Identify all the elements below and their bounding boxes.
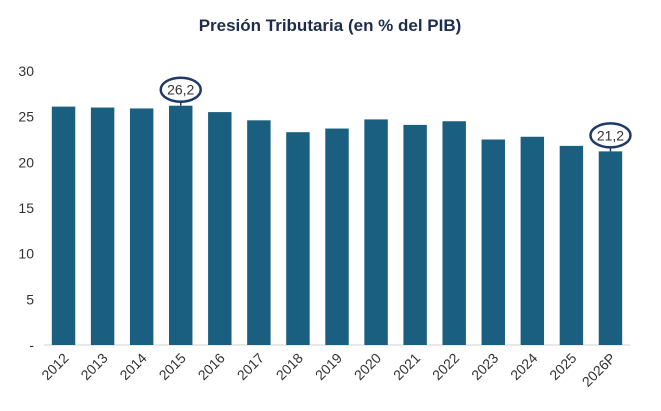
- y-tick-label: -: [29, 337, 34, 353]
- x-tick-label: 2015: [156, 350, 189, 383]
- data-label: 21,2: [597, 127, 624, 143]
- bar-2025: [559, 145, 584, 345]
- bar-2022: [442, 121, 466, 345]
- bar-2019: [325, 128, 349, 345]
- x-tick-label: 2012: [38, 350, 71, 383]
- x-tick-label: 2017: [234, 350, 267, 383]
- bar-2026P: [598, 151, 623, 345]
- bar-2021: [403, 124, 427, 346]
- x-tick-label: 2023: [468, 350, 501, 383]
- callout-ellipse: [589, 122, 632, 149]
- callout-ellipse: [159, 76, 202, 103]
- x-tick-label: 2022: [429, 350, 462, 383]
- bar-2015: [169, 105, 193, 345]
- y-tick-label: 20: [18, 154, 34, 170]
- bars: [51, 105, 623, 346]
- x-axis: 2012 2013 2014 2015 2016 2017 2018 2019 2020 2021…: [38, 350, 618, 390]
- y-tick-label: 5: [26, 291, 34, 307]
- y-axis: - 5 10 15 20 25 30: [18, 63, 34, 353]
- x-tick-label: 2021: [390, 350, 423, 383]
- data-label: 26,2: [167, 82, 194, 98]
- callouts: 26,2 21,2: [159, 76, 632, 152]
- bar-2013: [90, 107, 115, 346]
- x-tick-label: 2018: [273, 350, 306, 383]
- bar-2014: [129, 108, 154, 346]
- x-tick-label: 2020: [351, 350, 384, 383]
- y-tick-label: 15: [18, 200, 34, 216]
- y-tick-label: 30: [18, 63, 34, 79]
- x-tick-label: 2025: [546, 350, 579, 383]
- x-tick-label: 2016: [195, 350, 228, 383]
- y-tick-label: 10: [18, 246, 34, 262]
- bar-2016: [208, 112, 232, 345]
- bar-2017: [247, 120, 271, 345]
- y-tick-label: 25: [18, 109, 34, 125]
- x-tick-label: 2014: [116, 350, 149, 383]
- x-tick-label: 2026P: [579, 350, 619, 390]
- x-tick-label: 2013: [77, 350, 110, 383]
- bar-2023: [481, 139, 505, 345]
- x-tick-label: 2019: [312, 350, 345, 383]
- x-tick-label: 2024: [507, 350, 540, 383]
- bar-2012: [51, 106, 76, 346]
- bar-2024: [520, 136, 545, 345]
- chart-title: Presión Tributaria (en % del PIB): [199, 16, 462, 35]
- bar-2020: [364, 119, 388, 345]
- bar-2018: [286, 132, 310, 345]
